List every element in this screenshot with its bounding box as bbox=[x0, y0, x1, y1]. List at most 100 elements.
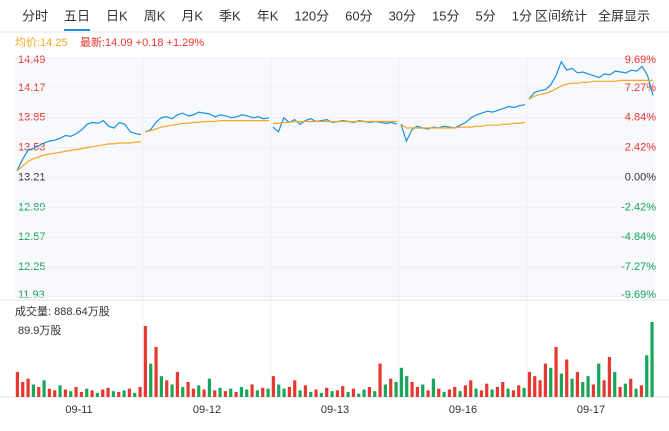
latest-price: 最新:14.09 +0.18 +1.29% bbox=[80, 35, 204, 49]
volume-bar bbox=[207, 378, 211, 397]
volume-bar bbox=[314, 389, 318, 397]
volume-bar bbox=[154, 346, 158, 397]
volume-bar bbox=[602, 380, 606, 397]
volume-bar bbox=[517, 385, 521, 397]
volume-bar bbox=[261, 387, 265, 397]
y2-tick-label: -4.84% bbox=[621, 231, 656, 243]
avg-line bbox=[400, 121, 526, 129]
volume-bar bbox=[271, 376, 275, 397]
volume-bar bbox=[15, 371, 19, 397]
volume-bar bbox=[522, 387, 526, 397]
volume-bar bbox=[623, 383, 627, 397]
volume-bar bbox=[186, 381, 190, 397]
tab[interactable]: 分时 bbox=[22, 8, 48, 23]
volume-bar bbox=[495, 386, 499, 397]
volume-bar bbox=[138, 386, 142, 397]
x-tick-label: 09-13 bbox=[321, 404, 349, 416]
volume-bar bbox=[223, 391, 227, 397]
tab[interactable]: 15分 bbox=[432, 8, 459, 23]
volume-bar bbox=[618, 386, 622, 397]
volume-bar bbox=[474, 388, 478, 397]
price-line bbox=[16, 119, 142, 172]
price-line bbox=[144, 111, 270, 133]
volume-bar bbox=[581, 381, 585, 397]
volume-bar bbox=[277, 384, 281, 397]
volume-bar bbox=[426, 390, 430, 397]
avg-price: 均价:14.25 bbox=[15, 36, 68, 49]
tab[interactable]: 60分 bbox=[345, 8, 372, 23]
tab[interactable]: 年K bbox=[257, 8, 279, 23]
volume-bar bbox=[415, 386, 419, 397]
y2-tick-label: -7.27% bbox=[621, 261, 656, 273]
y-tick-label: 11.93 bbox=[18, 289, 45, 301]
volume-bar bbox=[319, 392, 323, 397]
volume-bar bbox=[367, 386, 371, 397]
volume-bar bbox=[575, 371, 579, 397]
volume-bar bbox=[399, 367, 403, 397]
price-line bbox=[528, 60, 654, 100]
volume-bar bbox=[341, 386, 345, 397]
volume-bar bbox=[47, 388, 51, 397]
volume-bar bbox=[447, 389, 451, 397]
tab[interactable]: 30分 bbox=[389, 8, 416, 23]
avg-line bbox=[528, 79, 653, 100]
volume-bar bbox=[26, 378, 30, 397]
volume-bar bbox=[330, 391, 334, 397]
volume-bar bbox=[159, 376, 163, 397]
volume-bar bbox=[117, 391, 121, 397]
volume-bar bbox=[165, 380, 169, 397]
x-tick-label: 09-17 bbox=[577, 404, 605, 416]
tab-bar bbox=[0, 0, 669, 32]
y-tick-label: 14.49 bbox=[18, 54, 46, 66]
volume-bar bbox=[645, 355, 649, 397]
volume-bar bbox=[527, 371, 531, 397]
tab[interactable]: 120分 bbox=[294, 8, 329, 23]
volume-bar bbox=[74, 386, 78, 397]
y2-tick-label: 2.42% bbox=[625, 142, 656, 154]
volume-bar bbox=[650, 322, 654, 397]
action-button[interactable]: 全屏显示 bbox=[598, 8, 650, 23]
volume-bar bbox=[538, 380, 542, 397]
volume-bar bbox=[175, 371, 179, 397]
volume-bar bbox=[95, 392, 99, 397]
tab[interactable]: 月K bbox=[181, 8, 203, 23]
tab[interactable]: 1分 bbox=[512, 8, 532, 23]
volume-bar bbox=[511, 390, 515, 397]
volume-bar bbox=[431, 378, 435, 397]
volume-bar bbox=[479, 390, 483, 397]
action-button[interactable]: 区间统计 bbox=[535, 8, 587, 23]
volume-bar bbox=[389, 378, 393, 397]
volume-bar bbox=[197, 385, 201, 397]
volume-tick-label: 89.9万股 bbox=[18, 324, 61, 337]
volume-bar bbox=[453, 386, 457, 397]
volume-bar bbox=[170, 384, 174, 397]
volume-bar bbox=[127, 388, 131, 397]
volume-bar bbox=[501, 381, 505, 397]
tab[interactable]: 5分 bbox=[476, 8, 496, 23]
volume-bar bbox=[266, 388, 270, 397]
volume-bar bbox=[490, 389, 494, 397]
volume-bar bbox=[143, 326, 147, 397]
volume-bar bbox=[309, 391, 313, 397]
volume-bar bbox=[586, 376, 590, 397]
volume-bar bbox=[554, 346, 558, 397]
volume-bar bbox=[149, 363, 153, 397]
x-tick-label: 09-11 bbox=[65, 404, 92, 416]
volume-title: 成交量: 888.64万股 bbox=[15, 304, 110, 318]
volume-bar bbox=[533, 376, 537, 397]
tab[interactable]: 日K bbox=[106, 8, 128, 23]
tab[interactable]: 季K bbox=[219, 8, 241, 23]
volume-bar bbox=[549, 367, 553, 397]
volume-bar bbox=[442, 391, 446, 397]
volume-bar bbox=[303, 385, 307, 397]
y2-tick-label: 9.69% bbox=[625, 54, 656, 66]
volume-bar bbox=[239, 386, 243, 397]
y2-tick-label: -9.69% bbox=[621, 289, 656, 301]
tab[interactable]: 五日 bbox=[64, 8, 90, 23]
volume-bar bbox=[437, 388, 441, 397]
tab[interactable]: 周K bbox=[144, 8, 166, 23]
volume-bar bbox=[394, 381, 398, 397]
volume-bar bbox=[191, 388, 195, 397]
